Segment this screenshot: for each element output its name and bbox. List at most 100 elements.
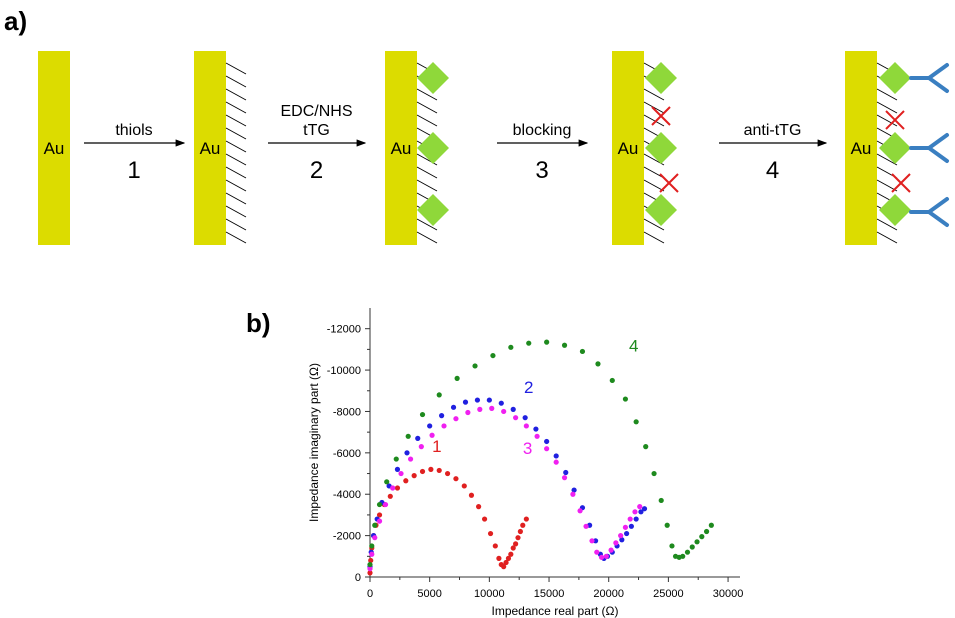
data-point-series-1: [517, 528, 523, 535]
data-point-series-2: [394, 466, 401, 472]
data-point-series-2: [486, 397, 492, 403]
data-point-series-1: [505, 555, 512, 561]
data-point-series-2: [415, 435, 421, 441]
blocked-cross-icon: [891, 173, 911, 193]
thiol-hatch-line: [225, 179, 247, 192]
data-point-series-4: [376, 501, 383, 508]
data-point-series-3: [369, 551, 375, 557]
data-point-series-1: [510, 545, 516, 551]
y-tick-label: -8000: [333, 406, 361, 418]
data-point-series-3: [622, 524, 629, 530]
step-reagent-label: blocking: [513, 122, 572, 139]
thiol-hatch-line: [876, 218, 898, 231]
tTG-protein-diamond: [645, 132, 677, 164]
data-point-series-4: [561, 342, 568, 348]
data-point-series-2: [427, 423, 433, 429]
thiol-hatch-line: [416, 166, 438, 179]
data-point-series-4: [664, 522, 670, 528]
data-point-series-4: [490, 352, 496, 359]
data-point-series-1: [419, 468, 426, 475]
data-point-series-4: [372, 522, 378, 528]
data-point-series-1: [496, 555, 502, 561]
anti-tTG-antibody-icon: [909, 63, 949, 93]
y-tick-label: -4000: [333, 489, 361, 501]
thiol-hatch-line: [225, 205, 247, 218]
data-point-series-4: [699, 534, 705, 540]
thiol-hatch-line: [416, 218, 438, 231]
data-point-series-2: [619, 537, 625, 543]
data-point-series-1: [444, 470, 451, 477]
thiol-hatch-line: [416, 88, 438, 101]
thiol-hatch-line: [225, 231, 247, 244]
data-point-series-3: [418, 444, 424, 450]
data-point-series-3: [489, 405, 495, 411]
thiol-hatch-line: [416, 231, 438, 244]
thiol-hatch-line: [876, 114, 898, 127]
step-number: 4: [766, 157, 779, 184]
data-point-series-4: [622, 396, 629, 402]
data-point-series-3: [583, 523, 589, 529]
y-tick-label: -6000: [333, 448, 361, 460]
data-point-series-4: [367, 561, 373, 568]
data-point-series-3: [561, 475, 568, 481]
thiol-hatch-line: [416, 179, 438, 192]
electrode-label: Au: [200, 139, 221, 158]
data-point-series-1: [520, 522, 526, 528]
thiol-hatch-line: [416, 101, 438, 114]
data-point-series-4: [472, 363, 478, 369]
data-point-series-1: [503, 559, 509, 566]
data-point-series-3: [376, 518, 383, 524]
data-point-series-2: [522, 415, 528, 421]
tTG-protein-diamond: [645, 194, 677, 226]
tTG-protein-diamond: [417, 132, 449, 164]
reaction-scheme: Au Au Au Au Au thiols 1 EDC/NHS tTG 2 blocking 3 ant…: [38, 51, 949, 245]
data-point-series-4: [595, 361, 601, 367]
thiol-hatch-line: [876, 153, 898, 166]
x-tick-label: 10000: [474, 588, 505, 600]
data-point-series-1: [476, 504, 482, 510]
tTG-protein-diamond: [879, 62, 911, 94]
thiol-hatch-line: [643, 231, 665, 244]
x-tick-label: 0: [367, 588, 373, 600]
y-tick-label: -10000: [327, 365, 361, 377]
data-point-series-1: [508, 551, 514, 557]
thiol-hatch-line: [225, 127, 247, 140]
data-point-series-3: [441, 423, 447, 429]
data-point-series-3: [603, 553, 609, 559]
data-point-series-3: [501, 408, 507, 415]
data-point-series-4: [680, 553, 686, 559]
data-point-series-2: [633, 516, 639, 522]
data-point-series-1: [468, 492, 475, 498]
thiol-hatch-line: [876, 101, 898, 114]
data-point-series-3: [613, 540, 619, 546]
gold-electrode: [194, 51, 226, 245]
data-point-series-3: [372, 535, 378, 541]
electrode-label: Au: [44, 139, 65, 158]
x-tick-label: 25000: [653, 588, 684, 600]
data-point-series-2: [563, 469, 569, 476]
thiol-hatch-line: [225, 114, 247, 127]
tTG-protein-diamond: [417, 194, 449, 226]
step-number: 3: [535, 157, 548, 184]
data-point-series-3: [598, 554, 605, 560]
step-reagent-label: EDC/NHS: [280, 103, 352, 120]
thiol-hatch-line: [643, 218, 665, 231]
data-point-series-4: [633, 419, 639, 425]
data-point-series-4: [694, 539, 700, 545]
data-point-series-1: [436, 467, 442, 474]
tTG-protein-diamond: [645, 62, 677, 94]
data-point-series-1: [428, 466, 434, 472]
data-point-series-3: [523, 423, 529, 429]
data-point-series-3: [390, 485, 396, 491]
data-point-series-1: [411, 473, 417, 479]
data-point-series-3: [570, 491, 576, 497]
step-reagent-label: thiols: [115, 122, 152, 139]
thiol-hatch-line: [643, 166, 665, 179]
thiol-hatch-line: [876, 231, 898, 244]
data-point-series-4: [708, 522, 714, 528]
data-point-series-4: [526, 340, 532, 346]
data-point-series-4: [658, 497, 664, 504]
data-point-series-1: [513, 541, 519, 547]
thiol-hatch-line: [643, 88, 665, 101]
data-point-series-3: [608, 547, 614, 553]
